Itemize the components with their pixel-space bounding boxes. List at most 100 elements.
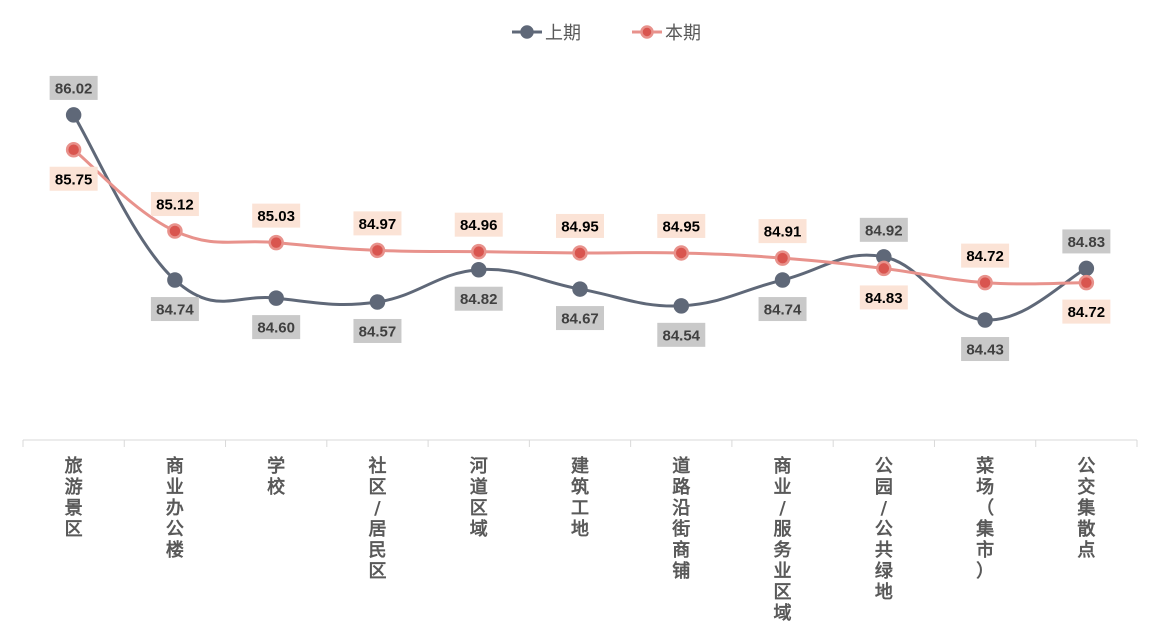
x-tick-label-char: 务 xyxy=(774,539,793,561)
data-point xyxy=(268,234,284,251)
data-point xyxy=(774,272,791,288)
data-label-text: 84.74 xyxy=(764,302,802,319)
data-label-bg xyxy=(556,306,604,331)
data-point xyxy=(977,274,993,291)
data-label-text: 84.74 xyxy=(156,302,194,319)
legend: 上期 本期 xyxy=(512,23,701,44)
x-tick-label: 学校 xyxy=(267,455,286,498)
x-tick-label-char: / xyxy=(881,498,888,519)
x-tick-label-char: 景 xyxy=(65,498,83,519)
x-tick-label-char: （ xyxy=(976,498,994,519)
data-label-bg xyxy=(150,192,199,217)
data-label: 84.60 xyxy=(252,315,301,340)
data-label-text: 84.95 xyxy=(561,218,599,235)
data-label: 84.91 xyxy=(758,219,807,244)
x-tick-label-char: 集 xyxy=(1076,497,1096,519)
legend-item-0: 上期 xyxy=(512,23,581,44)
x-tick-label-char: 沿 xyxy=(672,498,690,519)
data-label-text: 84.92 xyxy=(865,222,903,239)
x-tick-label-char: 建 xyxy=(571,455,589,477)
x-tick-label-char: 道 xyxy=(672,455,690,477)
x-tick-label-char: 业 xyxy=(166,477,184,498)
data-label-bg xyxy=(49,75,98,100)
x-tick-label-char: 域 xyxy=(774,602,792,624)
x-tick-label-char: 旅 xyxy=(65,455,83,477)
data-label: 84.97 xyxy=(353,211,402,236)
data-label-bg xyxy=(353,211,402,236)
x-tick-label-char: 游 xyxy=(65,476,83,498)
legend-marker xyxy=(640,25,654,39)
data-point xyxy=(876,260,892,277)
data-label: 84.43 xyxy=(961,337,1010,362)
data-point xyxy=(673,245,690,261)
data-label-text: 84.60 xyxy=(257,320,295,337)
data-label-text: 84.54 xyxy=(662,327,700,344)
data-point xyxy=(65,142,82,158)
x-tick-label-char: 路 xyxy=(672,476,691,498)
data-point xyxy=(369,242,386,259)
legend-item-1: 本期 xyxy=(632,23,701,44)
x-tick-label-char: 地 xyxy=(571,518,589,540)
x-tick-label-char: 学 xyxy=(267,455,285,477)
data-label: 84.67 xyxy=(556,306,604,331)
x-tick-label-char: 市 xyxy=(976,539,994,561)
data-label-bg xyxy=(1062,299,1111,324)
data-point xyxy=(65,107,82,123)
data-label-bg xyxy=(961,337,1010,362)
data-label-text: 85.75 xyxy=(55,171,93,188)
data-label: 84.72 xyxy=(1062,299,1111,324)
x-tick-label-char: 铺 xyxy=(672,560,690,582)
data-label-bg xyxy=(454,286,503,311)
x-tick-label-char: 菜 xyxy=(975,456,994,477)
x-tick-label-char: 公 xyxy=(875,456,893,477)
data-label-bg xyxy=(657,322,706,347)
x-tick-label-char: 公 xyxy=(1077,456,1095,477)
x-tick-label-char: 共 xyxy=(875,540,893,561)
x-axis-labels: 旅游景区商业办公楼学校社区/居民区河道区域建筑工地道路沿街商铺商业/服务业区域公… xyxy=(65,455,1097,624)
data-label-text: 84.95 xyxy=(662,218,700,235)
data-label-bg xyxy=(758,219,807,244)
data-point xyxy=(1078,274,1095,291)
data-label: 84.83 xyxy=(859,285,908,310)
data-label-bg xyxy=(657,213,706,238)
x-tick-label-char: 商 xyxy=(774,455,792,477)
x-tick-label-char: 居 xyxy=(368,519,386,540)
data-label-text: 84.97 xyxy=(359,216,397,233)
data-point xyxy=(369,294,386,310)
x-tick-label-char: / xyxy=(779,498,786,519)
x-tick-label-char: 业 xyxy=(774,561,792,582)
data-label-bg xyxy=(1062,229,1111,254)
data-label-bg xyxy=(150,297,199,322)
data-label-bg xyxy=(859,285,908,310)
data-point xyxy=(1078,260,1095,277)
x-tick-label-char: 绿 xyxy=(875,560,894,582)
data-point xyxy=(977,312,993,328)
data-label-text: 84.57 xyxy=(359,323,397,340)
x-tick-label-char: 河 xyxy=(470,456,488,477)
data-label: 85.75 xyxy=(49,166,98,191)
data-label: 84.54 xyxy=(657,322,706,347)
x-tick-label-char: 散 xyxy=(1077,518,1096,540)
data-label-text: 84.82 xyxy=(460,291,498,308)
x-tick-label-char: 园 xyxy=(875,477,893,498)
legend-marker xyxy=(520,25,534,39)
x-tick-label-char: 社 xyxy=(368,455,386,477)
x-tick-label-char: 民 xyxy=(368,540,386,561)
x-tick-label-char: 区 xyxy=(368,561,386,582)
data-labels: 86.02 84.74 84.60 84.57 84.82 84.67 84.54 84.74… xyxy=(49,75,1111,362)
data-label-bg xyxy=(252,203,301,228)
data-label: 85.12 xyxy=(150,192,199,217)
data-label: 84.95 xyxy=(657,213,706,238)
data-point xyxy=(268,290,284,306)
data-point xyxy=(167,272,183,288)
data-point xyxy=(673,298,690,314)
x-tick-label: 菜场（集市） xyxy=(975,456,995,582)
x-tick-label-char: 场 xyxy=(976,477,994,498)
data-label-bg xyxy=(859,217,908,242)
